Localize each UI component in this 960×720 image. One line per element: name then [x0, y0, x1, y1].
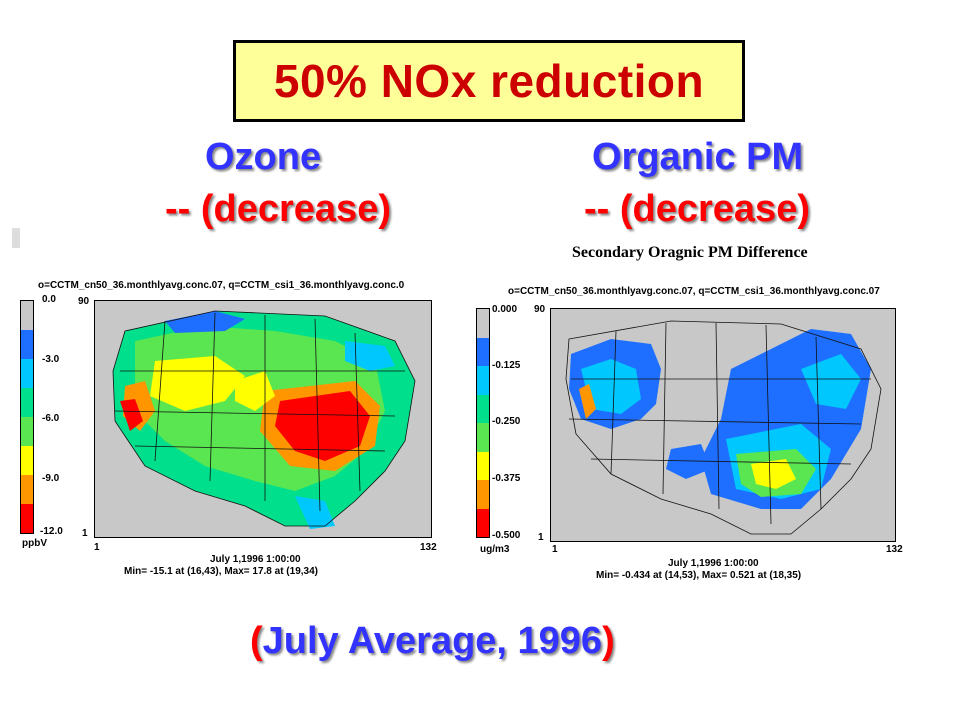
- ozone-file-line: o=CCTM_cn50_36.monthlyavg.conc.07, q=CCT…: [38, 280, 405, 291]
- ozone-x-left: 1: [94, 542, 100, 553]
- panel-edge: [12, 228, 20, 248]
- organic-pm-x-left: 1: [552, 544, 558, 555]
- organic-pm-map-panel: Secondary Oragnic PM Difference o=CCTM_c…: [472, 228, 950, 588]
- organic-pm-date: July 1,1996 1:00:00: [668, 558, 759, 569]
- organic-pm-change: -- (decrease): [584, 188, 810, 230]
- organic-pm-file-line: o=CCTM_cn50_36.monthlyavg.conc.07, q=CCT…: [508, 286, 880, 297]
- footer-word-july: July: [262, 620, 339, 662]
- ozone-heading: Ozone: [205, 136, 322, 178]
- ozone-change: -- (decrease): [165, 188, 391, 230]
- footer-close: ): [602, 620, 615, 662]
- footer-open: (: [250, 620, 263, 662]
- ozone-stats: Min= -15.1 at (16,43), Max= 17.8 at (19,…: [124, 566, 318, 577]
- footer-caption: (July Average, 1996): [250, 620, 615, 663]
- organic-pm-tick-2: -0.250: [492, 416, 521, 427]
- ozone-unit: ppbV: [22, 538, 47, 549]
- organic-pm-x-right: 132: [886, 544, 903, 555]
- organic-pm-map: [550, 308, 896, 542]
- ozone-x-right: 132: [420, 542, 437, 553]
- ozone-map-graphic: [112, 310, 416, 529]
- ozone-tick-3: -9.0: [42, 473, 60, 484]
- organic-pm-y-bottom: 1: [538, 532, 544, 543]
- ozone-colorbar: [20, 300, 34, 534]
- organic-pm-heading: Organic PM: [592, 136, 804, 178]
- title-box: 50% NOx reduction: [233, 40, 745, 122]
- organic-pm-colorbar: [476, 308, 490, 538]
- slide-title: 50% NOx reduction: [273, 55, 705, 107]
- ozone-map: [94, 300, 432, 538]
- organic-pm-stats: Min= -0.434 at (14,53), Max= 0.521 at (1…: [596, 570, 802, 581]
- ozone-tick-4: -12.0: [40, 526, 63, 537]
- organic-pm-chart-title: Secondary Oragnic PM Difference: [572, 244, 808, 261]
- organic-pm-tick-4: -0.500: [492, 530, 521, 541]
- organic-pm-tick-1: -0.125: [492, 360, 521, 371]
- footer-middle: Average, 1996: [338, 620, 603, 662]
- ozone-y-top: 90: [78, 296, 90, 307]
- organic-pm-unit: ug/m3: [480, 544, 510, 555]
- ozone-date: July 1,1996 1:00:00: [210, 554, 301, 565]
- organic-pm-tick-0: 0.000: [492, 304, 518, 315]
- ozone-tick-0: 0.0: [42, 294, 56, 305]
- ozone-map-panel: o=CCTM_cn50_36.monthlyavg.conc.07, q=CCT…: [12, 228, 482, 588]
- ozone-tick-1: -3.0: [42, 354, 60, 365]
- organic-pm-map-graphic: [565, 320, 882, 535]
- ozone-tick-2: -6.0: [42, 413, 60, 424]
- ozone-y-bottom: 1: [82, 528, 88, 539]
- organic-pm-tick-3: -0.375: [492, 473, 521, 484]
- organic-pm-y-top: 90: [534, 304, 546, 315]
